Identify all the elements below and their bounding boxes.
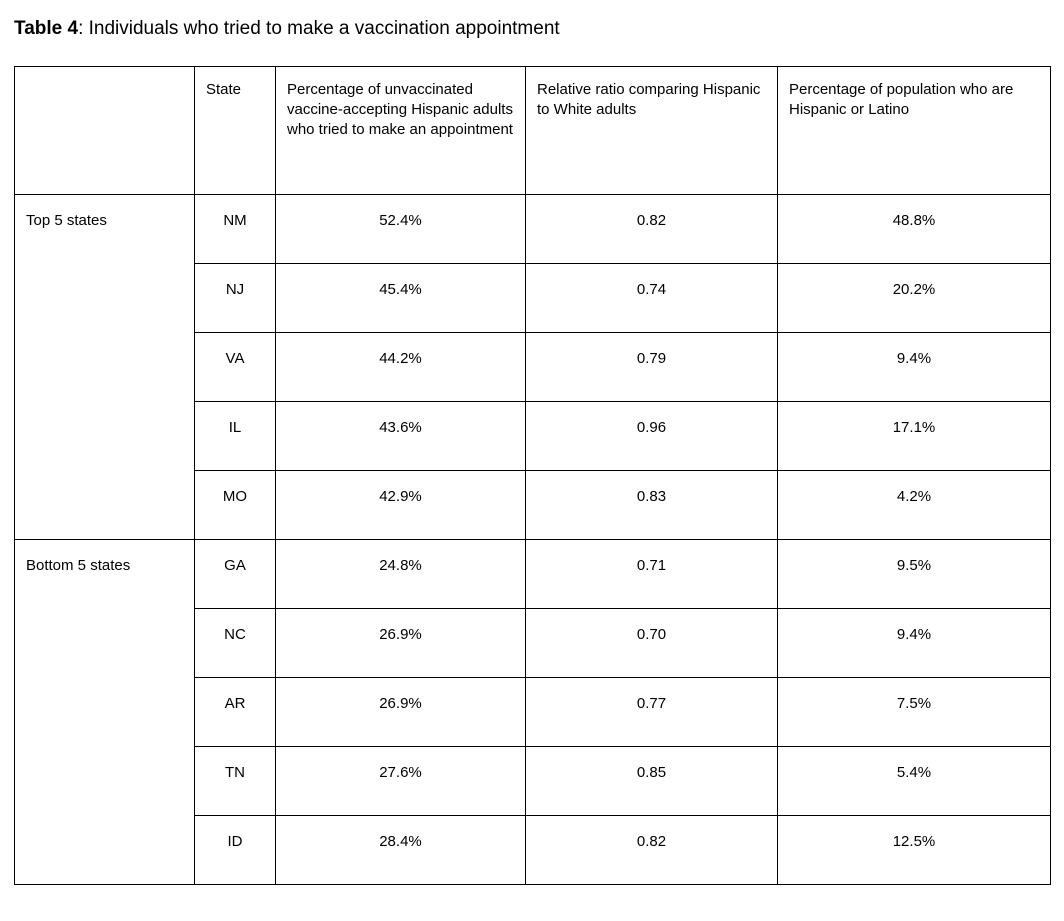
hispanic-pop-cell: 7.5%	[777, 677, 1051, 747]
hispanic-pop-cell: 48.8%	[777, 194, 1051, 264]
relative-ratio-cell: 0.71	[525, 539, 778, 609]
table-header-row: State Percentage of unvaccinated vaccine…	[14, 66, 1051, 195]
tried-pct-cell: 24.8%	[275, 539, 526, 609]
header-relative-ratio: Relative ratio comparing Hispanic to Whi…	[525, 66, 778, 195]
relative-ratio-cell: 0.96	[525, 401, 778, 471]
table-caption: Table 4: Individuals who tried to make a…	[14, 17, 1050, 41]
table-row: VA 44.2% 0.79 9.4%	[15, 332, 1051, 402]
state-cell: ID	[194, 815, 276, 885]
state-cell: GA	[194, 539, 276, 609]
table-row: Bottom 5 states GA 24.8% 0.71 9.5%	[14, 539, 1051, 885]
relative-ratio-cell: 0.82	[525, 194, 778, 264]
tried-pct-cell: 44.2%	[275, 332, 526, 402]
state-cell: IL	[194, 401, 276, 471]
relative-ratio-cell: 0.77	[525, 677, 778, 747]
table-row: NJ 45.4% 0.74 20.2%	[15, 263, 1051, 333]
table-row: TN 27.6% 0.85 5.4%	[15, 746, 1051, 816]
table-caption-number: Table 4	[14, 18, 79, 39]
table-row: NC 26.9% 0.70 9.4%	[15, 608, 1051, 678]
state-cell: NC	[194, 608, 276, 678]
state-cell: TN	[194, 746, 276, 816]
tried-pct-cell: 42.9%	[275, 470, 526, 540]
tried-pct-cell: 43.6%	[275, 401, 526, 471]
header-group-empty	[14, 66, 195, 195]
hispanic-pop-cell: 9.5%	[777, 539, 1051, 609]
vaccination-appointment-table: State Percentage of unvaccinated vaccine…	[14, 66, 1051, 885]
hispanic-pop-cell: 20.2%	[777, 263, 1051, 333]
relative-ratio-cell: 0.70	[525, 608, 778, 678]
relative-ratio-cell: 0.74	[525, 263, 778, 333]
hispanic-pop-cell: 12.5%	[777, 815, 1051, 885]
tried-pct-cell: 28.4%	[275, 815, 526, 885]
tried-pct-cell: 26.9%	[275, 608, 526, 678]
tried-pct-cell: 27.6%	[275, 746, 526, 816]
table-row: ID 28.4% 0.82 12.5%	[15, 815, 1051, 885]
table-caption-title: : Individuals who tried to make a vaccin…	[78, 18, 560, 39]
hispanic-pop-cell: 4.2%	[777, 470, 1051, 540]
header-hispanic-population: Percentage of population who are Hispani…	[777, 66, 1051, 195]
tried-pct-cell: 52.4%	[275, 194, 526, 264]
state-cell: AR	[194, 677, 276, 747]
relative-ratio-cell: 0.83	[525, 470, 778, 540]
state-cell: NJ	[194, 263, 276, 333]
hispanic-pop-cell: 9.4%	[777, 332, 1051, 402]
state-cell: NM	[194, 194, 276, 264]
state-cell: MO	[194, 470, 276, 540]
relative-ratio-cell: 0.79	[525, 332, 778, 402]
header-tried-percentage: Percentage of unvaccinated vaccine-accep…	[275, 66, 526, 195]
header-state: State	[194, 66, 276, 195]
table-row: IL 43.6% 0.96 17.1%	[15, 401, 1051, 471]
table-row: AR 26.9% 0.77 7.5%	[15, 677, 1051, 747]
tried-pct-cell: 45.4%	[275, 263, 526, 333]
hispanic-pop-cell: 9.4%	[777, 608, 1051, 678]
table-row: MO 42.9% 0.83 4.2%	[15, 470, 1051, 540]
hispanic-pop-cell: 5.4%	[777, 746, 1051, 816]
group-label-top5: Top 5 states	[14, 194, 195, 540]
table-row: Top 5 states NM 52.4% 0.82 48.8%	[14, 194, 1051, 540]
relative-ratio-cell: 0.82	[525, 815, 778, 885]
hispanic-pop-cell: 17.1%	[777, 401, 1051, 471]
state-cell: VA	[194, 332, 276, 402]
group-label-bottom5: Bottom 5 states	[14, 539, 195, 885]
relative-ratio-cell: 0.85	[525, 746, 778, 816]
tried-pct-cell: 26.9%	[275, 677, 526, 747]
